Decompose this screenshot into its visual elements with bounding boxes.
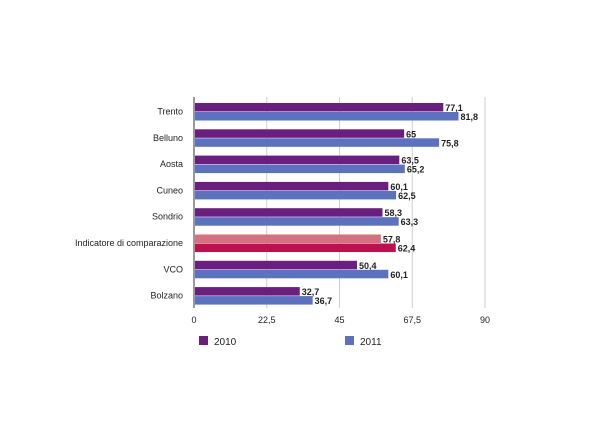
- bar-2010: [195, 260, 357, 270]
- bar-2011: [195, 190, 397, 200]
- data-label: 32,7: [302, 287, 320, 297]
- data-label: 81,8: [460, 112, 478, 122]
- bar-2011: [195, 138, 440, 147]
- bar-2010: [195, 103, 444, 112]
- data-label: 65: [406, 129, 416, 139]
- bar-2011: [195, 112, 459, 121]
- data-label: 65,2: [407, 165, 425, 175]
- x-tick-label: 22,5: [258, 315, 276, 325]
- bar-2011: [195, 217, 399, 226]
- data-label: 63,3: [401, 217, 419, 227]
- category-label: Indicatore di comparazione: [75, 238, 183, 248]
- bar-2010: [195, 155, 400, 165]
- category-label: Bolzano: [150, 291, 183, 301]
- data-label: 63,5: [401, 156, 419, 166]
- bar-2011: [195, 243, 396, 252]
- bar-2010: [195, 234, 381, 243]
- bar-2011: [195, 269, 389, 279]
- legend-swatch-2011: [345, 336, 354, 345]
- category-label: Belluno: [153, 133, 183, 143]
- bar-2010: [195, 129, 405, 138]
- x-tick-label: 45: [334, 315, 344, 325]
- data-label: 60,1: [390, 182, 408, 192]
- bar-2010: [195, 287, 300, 296]
- data-label: 77,1: [445, 103, 463, 113]
- bar-2011: [195, 164, 405, 174]
- data-label: 58,3: [385, 208, 403, 218]
- category-label: VCO: [163, 264, 183, 274]
- data-label: 62,5: [398, 191, 416, 201]
- data-label: 50,4: [359, 261, 377, 271]
- data-label: 36,7: [315, 296, 333, 306]
- bar-2010: [195, 181, 389, 191]
- legend-swatch-2010: [199, 336, 208, 345]
- category-label: Trento: [157, 107, 183, 117]
- category-label: Cuneo: [156, 185, 183, 195]
- category-label: Sondrio: [152, 212, 183, 222]
- category-label: Aosta: [160, 159, 183, 169]
- legend-label: 2010: [214, 337, 237, 348]
- x-tick-label: 90: [480, 315, 490, 325]
- x-tick-label: 0: [191, 315, 196, 325]
- data-label: 60,1: [390, 270, 408, 280]
- bar-2011: [195, 296, 313, 305]
- data-label: 75,8: [441, 138, 459, 148]
- legend-label: 2011: [360, 337, 382, 348]
- data-label: 57,8: [383, 235, 401, 245]
- x-tick-label: 67,5: [403, 315, 421, 325]
- data-label: 62,4: [398, 244, 416, 254]
- bar-2010: [195, 208, 383, 217]
